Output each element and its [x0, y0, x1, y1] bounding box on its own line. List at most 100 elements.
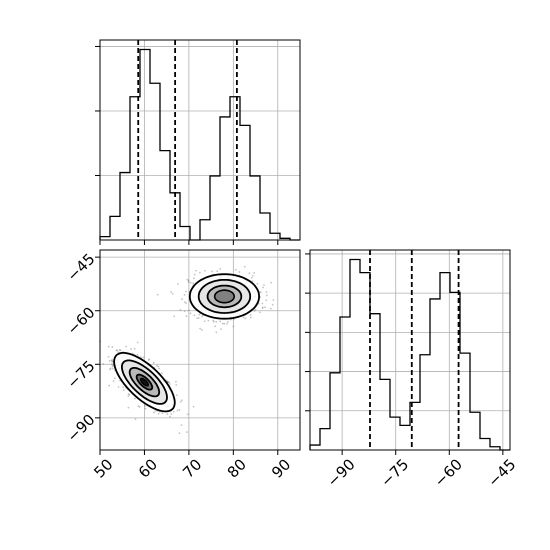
- scatter-point: [179, 401, 182, 403]
- scatter-point: [242, 316, 245, 319]
- scatter-point: [111, 365, 114, 368]
- scatter-point: [193, 314, 196, 317]
- scatter-point: [212, 319, 215, 322]
- panel-frame: [99, 39, 301, 241]
- scatter-point: [193, 273, 196, 276]
- scatter-point: [211, 270, 213, 273]
- scatter-point: [137, 405, 140, 408]
- scatter-point: [186, 413, 189, 416]
- scatter-point: [125, 345, 128, 348]
- scatter-point: [170, 413, 173, 415]
- scatter-point: [200, 329, 203, 331]
- scatter-point: [216, 270, 219, 273]
- scatter-point: [272, 299, 275, 301]
- scatter-point: [156, 293, 159, 296]
- scatter-point: [234, 268, 237, 271]
- scatter-point: [183, 301, 186, 304]
- y-tick-label: −90: [63, 411, 98, 446]
- scatter-point: [195, 269, 197, 272]
- scatter-point: [232, 325, 235, 328]
- scatter-point: [261, 306, 264, 309]
- scatter-point: [249, 314, 252, 316]
- scatter-point: [203, 320, 206, 323]
- scatter-point: [181, 399, 183, 402]
- scatter-point: [186, 278, 189, 281]
- scatter-point: [134, 418, 137, 421]
- scatter-point: [253, 271, 256, 274]
- histogram-panel-x: [95, 39, 301, 245]
- scatter-point: [136, 341, 139, 344]
- scatter-point: [262, 286, 265, 289]
- scatter-point: [263, 284, 265, 286]
- scatter-point: [147, 359, 150, 361]
- scatter-point: [117, 385, 120, 388]
- scatter-point: [227, 321, 229, 323]
- scatter-point: [215, 331, 218, 334]
- scatter-point: [111, 367, 114, 370]
- x-tick-label: 90: [268, 455, 294, 481]
- scatter-point: [261, 307, 264, 310]
- scatter-point: [221, 322, 224, 325]
- scatter-point: [111, 360, 114, 363]
- scatter-point: [130, 348, 132, 350]
- scatter-point: [168, 383, 171, 385]
- scatter-point: [113, 377, 116, 380]
- x-tick-label: 80: [224, 455, 250, 481]
- scatter-point: [184, 290, 187, 293]
- scatter-point: [127, 406, 130, 409]
- scatter-point: [189, 281, 192, 284]
- scatter-point: [250, 276, 253, 279]
- scatter-point: [171, 292, 174, 295]
- scatter-point: [198, 271, 201, 274]
- y-tick-label: −60: [63, 303, 98, 338]
- scatter-point: [265, 291, 268, 293]
- y-tick-label: −45: [63, 250, 98, 285]
- scatter-point: [219, 268, 222, 270]
- scatter-point: [166, 413, 169, 416]
- scatter-point: [238, 271, 241, 273]
- scatter-point: [140, 356, 142, 359]
- panel-frame: [309, 249, 511, 451]
- scatter-point: [232, 318, 235, 321]
- scatter-point: [122, 386, 124, 389]
- scatter-point: [144, 407, 147, 410]
- scatter-point: [119, 349, 122, 352]
- x-tick-label: 60: [135, 455, 161, 481]
- scatter-point: [111, 363, 113, 365]
- scatter-point: [127, 393, 130, 395]
- scatter-point: [259, 291, 262, 294]
- scatter-point: [110, 360, 113, 362]
- scatter-point: [265, 294, 268, 297]
- scatter-point: [152, 411, 155, 414]
- histogram-step: [309, 258, 510, 451]
- scatter-point: [179, 309, 182, 311]
- scatter-point: [253, 310, 256, 312]
- scatter-point: [154, 410, 157, 413]
- scatter-point: [136, 353, 139, 356]
- scatter-point: [187, 281, 190, 283]
- scatter-point: [185, 431, 188, 433]
- scatter-point: [187, 279, 190, 282]
- scatter-point: [193, 277, 195, 280]
- scatter-point: [134, 397, 136, 400]
- x-tick-label: −60: [431, 455, 466, 490]
- scatter-point: [175, 384, 178, 386]
- scatter-point: [168, 381, 171, 384]
- scatter-point: [108, 359, 111, 362]
- scatter-point: [248, 272, 251, 275]
- scatter-point: [176, 409, 179, 412]
- scatter-point: [256, 282, 259, 285]
- scatter-point: [220, 328, 222, 330]
- scatter-point: [199, 327, 202, 330]
- scatter-point: [265, 299, 268, 302]
- scatter-point: [166, 380, 169, 383]
- scatter-point: [160, 372, 163, 375]
- scatter-point: [261, 302, 264, 305]
- scatter-point: [178, 432, 181, 435]
- scatter-point: [118, 349, 121, 351]
- panel-frame: [99, 249, 301, 451]
- scatter-point: [189, 312, 192, 315]
- scatter-point: [185, 315, 188, 318]
- scatter-point: [180, 424, 183, 427]
- scatter-point: [173, 315, 176, 318]
